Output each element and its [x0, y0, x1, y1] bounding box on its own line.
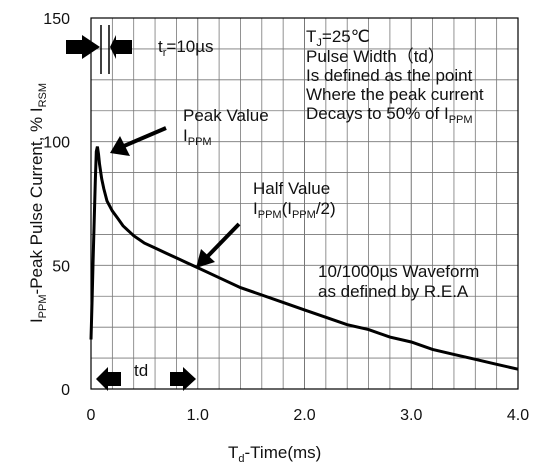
tick-labels: 0 1.0 2.0 3.0 4.0 0 50 100 150	[43, 11, 529, 424]
rise-time-label: tr=10µs	[158, 37, 214, 59]
x-tick-label: 4.0	[507, 407, 529, 424]
waveform-label-1: 10/1000µs Waveform	[318, 262, 479, 281]
junction-temp-label: TJ=25℃	[306, 27, 370, 49]
half-value-label: Half Value	[253, 179, 330, 198]
plot-frame	[90, 17, 519, 390]
y-tick-label: 50	[52, 258, 70, 275]
x-tick-label: 2.0	[293, 407, 315, 424]
left-arrow-icon	[110, 35, 132, 59]
right-arrow-icon	[170, 367, 196, 391]
definition-line-1: Is defined as the point	[306, 66, 473, 85]
definition-line-2: Where the peak current	[306, 85, 484, 104]
x-tick-label: 0	[87, 407, 96, 424]
pulse-width-label: Pulse Width（td）	[306, 47, 445, 66]
rise-time-marker	[66, 25, 132, 74]
peak-ippm-label: IPPM	[183, 126, 212, 148]
y-tick-label: 150	[43, 11, 70, 28]
waveform-label-2: as defined by R.E.A	[318, 282, 469, 301]
half-value-arrow-icon	[196, 222, 241, 268]
td-label: td	[134, 361, 148, 380]
peak-value-label: Peak Value	[183, 106, 269, 125]
y-tick-label: 0	[61, 382, 70, 399]
left-arrow-icon	[96, 367, 121, 391]
y-tick-label: 100	[43, 135, 70, 152]
td-marker	[96, 367, 196, 391]
peak-arrow-icon	[110, 126, 167, 156]
x-tick-label: 1.0	[187, 407, 209, 424]
x-tick-label: 3.0	[400, 407, 422, 424]
pulse-current-curve	[89, 146, 519, 371]
right-arrow-icon	[66, 35, 100, 59]
definition-line-3: Decays to 50% of IPPM	[306, 104, 473, 126]
x-axis-label: Td-Time(ms)	[228, 443, 321, 465]
y-axis-label: IPPM-Peak Pulse Current, % IRSM	[27, 83, 49, 323]
grid-lines	[91, 18, 518, 389]
half-ippm-label: IPPM(IPPM/2)	[253, 199, 336, 221]
